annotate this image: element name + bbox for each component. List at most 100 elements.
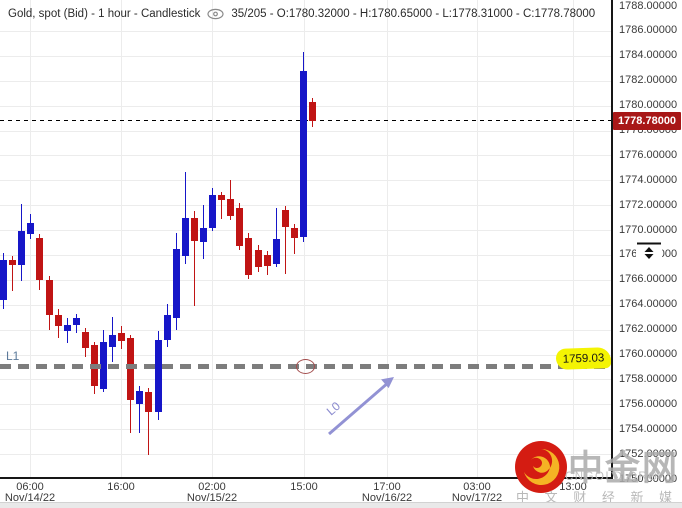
- candle-wick: [12, 256, 14, 292]
- grid-line-h: [0, 329, 611, 331]
- time-axis-label: 17:00: [373, 481, 401, 493]
- time-axis-line: [0, 477, 613, 479]
- candle-body: [272, 238, 280, 264]
- price-axis-label: 1752.00000: [619, 447, 678, 460]
- candle-body: [154, 339, 162, 412]
- bottom-scrollbar-area[interactable]: [0, 502, 682, 508]
- time-axis-date-label: Nov/17/22: [451, 492, 503, 504]
- candle-wick: [221, 191, 223, 219]
- circle-marker-annotation[interactable]: [296, 359, 315, 375]
- ohlc-readout: 35/205 - O:1780.32000 - H:1780.65000 - L…: [231, 8, 596, 20]
- grid-line-h: [0, 254, 611, 256]
- candle-body: [227, 198, 235, 217]
- price-axis-line: [611, 0, 613, 478]
- candle-body: [254, 250, 262, 268]
- price-axis-label: 1786.00000: [619, 24, 678, 37]
- price-axis-label: 1750.00000: [619, 472, 678, 485]
- grid-line-v: [304, 0, 305, 477]
- candle-body: [0, 259, 7, 300]
- grid-line-v: [121, 0, 122, 477]
- candle-body: [72, 318, 80, 325]
- candle-body: [118, 333, 126, 341]
- time-axis-date-label: Nov/14/22: [4, 492, 56, 504]
- candle-body: [290, 227, 298, 238]
- candle-wick: [275, 207, 277, 268]
- candle-wick: [139, 385, 141, 433]
- candle-body: [209, 195, 217, 228]
- candle-body: [145, 391, 153, 412]
- candle-body: [109, 334, 117, 347]
- grid-line-h: [0, 30, 611, 32]
- price-axis-label: 1782.00000: [619, 74, 678, 87]
- candle-body: [54, 314, 62, 326]
- time-axis-label: 03:00: [463, 481, 491, 493]
- candle-body: [45, 279, 53, 315]
- grid-line-h: [0, 354, 611, 356]
- candle-body: [36, 237, 44, 280]
- price-axis-label: 1774.00000: [619, 173, 678, 186]
- price-axis-label: 1780.00000: [619, 99, 678, 112]
- time-axis-label: 02:00: [198, 481, 226, 493]
- candle-wick: [193, 211, 195, 306]
- time-axis-date-label: Nov/15/22: [186, 492, 238, 504]
- grid-line-h: [0, 55, 611, 57]
- time-axis-label: 13:00: [559, 481, 587, 493]
- candle-body: [9, 259, 17, 265]
- candle-wick: [148, 388, 150, 456]
- candle-body: [136, 390, 144, 405]
- candle-wick: [293, 223, 295, 254]
- price-axis-label: 1762.00000: [619, 323, 678, 336]
- price-axis-label: 1758.00000: [619, 372, 678, 385]
- price-axis-label: 1766.00000: [619, 273, 678, 286]
- candle-body: [281, 210, 289, 228]
- price-axis-label: 1754.00000: [619, 422, 678, 435]
- candle-wick: [184, 171, 186, 264]
- candle-body: [163, 314, 171, 340]
- support-line-label: L1: [6, 348, 20, 363]
- grid-line-h: [0, 429, 611, 431]
- price-highlight-label: 1759.03: [555, 346, 612, 370]
- axis-scale-handle-icon[interactable]: [636, 242, 662, 260]
- grid-line-v: [387, 0, 388, 477]
- time-axis-date-label: Nov/16/22: [361, 492, 413, 504]
- candle-body: [245, 237, 253, 275]
- price-axis-label: 1776.00000: [619, 148, 678, 161]
- candle-body: [63, 324, 71, 331]
- time-axis-label: 16:00: [107, 481, 135, 493]
- candle-body: [181, 217, 189, 257]
- candle-body: [81, 332, 89, 349]
- time-axis-label: 15:00: [290, 481, 318, 493]
- grid-line-h: [0, 454, 611, 456]
- price-axis-label: 1788.00000: [619, 0, 678, 12]
- candle-body: [309, 101, 317, 121]
- candle-body: [18, 231, 26, 265]
- grid-line-h: [0, 379, 611, 381]
- candle-body: [263, 254, 271, 267]
- grid-line-v: [477, 0, 478, 477]
- grid-line-v: [573, 0, 574, 477]
- candle-body: [127, 338, 135, 401]
- candle-body: [218, 195, 226, 201]
- candle-body: [300, 70, 307, 238]
- grid-line-h: [0, 279, 611, 281]
- chart-title-bar: Gold, spot (Bid) - 1 hour - Candlestick …: [8, 6, 595, 22]
- price-axis-label: 1772.00000: [619, 198, 678, 211]
- grid-line-h: [0, 404, 611, 406]
- candle-body: [236, 207, 244, 247]
- chart-plot-area[interactable]: L1 L0 1759.03: [0, 0, 612, 478]
- eye-icon[interactable]: [207, 8, 224, 20]
- candle-body: [27, 222, 35, 234]
- chart-title: Gold, spot (Bid) - 1 hour - Candlestick: [8, 8, 201, 20]
- price-axis-label: 1770.00000: [619, 223, 678, 236]
- price-axis-label: 1784.00000: [619, 49, 678, 62]
- candle-body: [190, 217, 198, 242]
- candle-body: [172, 248, 180, 319]
- candle-wick: [284, 206, 286, 274]
- grid-line-v: [212, 0, 213, 477]
- arrow-label: L0: [324, 399, 344, 419]
- price-axis-label: 1756.00000: [619, 397, 678, 410]
- candle-body: [200, 227, 207, 243]
- price-axis-label: 1764.00000: [619, 298, 678, 311]
- time-axis-label: 06:00: [16, 481, 44, 493]
